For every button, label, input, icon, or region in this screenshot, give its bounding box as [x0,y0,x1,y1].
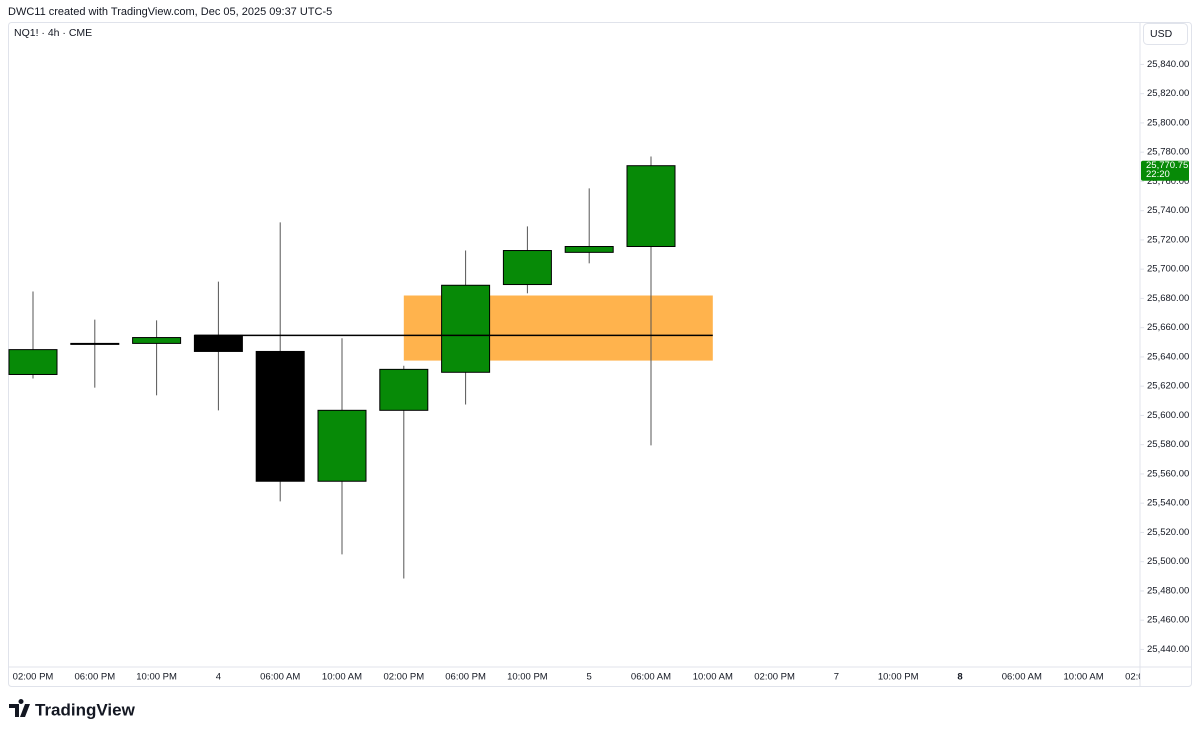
symbol-legend: NQ1! · 4h · CME [14,27,92,39]
currency-button[interactable] [1143,23,1188,45]
y-tick-label: 25,560.00 [1147,468,1189,479]
countdown-label: 22:20 [1146,169,1170,180]
candle-body [564,246,614,253]
y-tick-label: 25,620.00 [1147,381,1189,392]
y-tick-label: 25,740.00 [1147,205,1189,216]
y-tick-label: 25,800.00 [1147,117,1189,128]
y-tick-label: 25,760.00 [1147,176,1189,187]
last-price-tag [1141,160,1189,181]
x-tick-label: 06:00 PM [74,672,115,683]
x-tick-label: 02:00 PM [754,672,795,683]
x-tick-label: 06:00 AM [631,672,671,683]
candle-body [317,409,367,482]
x-tick-label: 02:00 PM [383,672,424,683]
x-tick-label: 06:00 AM [1002,672,1042,683]
candle-body [193,334,243,352]
y-tick-label: 25,640.00 [1147,351,1189,362]
y-tick-label: 25,700.00 [1147,264,1189,275]
x-tick-label: 10:00 PM [136,672,177,683]
y-tick-label: 25,600.00 [1147,410,1189,421]
x-tick-label: 7 [834,672,839,683]
x-tick-label: 10:00 AM [1064,672,1104,683]
currency-label[interactable]: USD [1150,28,1173,40]
x-tick-label: 4 [216,672,221,683]
logo-icon [9,698,30,717]
x-tick-label: 10:00 PM [507,672,548,683]
x-tick-label: 06:00 PM [445,672,486,683]
y-tick-label: 25,480.00 [1147,585,1189,596]
candle-body [255,350,305,482]
candle-body [8,349,58,375]
x-tick-label: 10:00 AM [322,672,362,683]
candle-body [379,368,429,411]
x-tick-label: 02:00 PM [13,672,54,683]
y-tick-label: 25,440.00 [1147,644,1189,655]
candle-body [626,165,676,248]
credit: DWC11 created with TradingView.com, Dec … [8,6,332,18]
y-tick-label: 25,580.00 [1147,439,1189,450]
y-tick-label: 25,680.00 [1147,293,1189,304]
y-tick-label: 25,660.00 [1147,322,1189,333]
y-tick-label: 25,720.00 [1147,234,1189,245]
y-tick-label: 25,540.00 [1147,498,1189,509]
x-tick-label: 02:00 PM [1125,672,1166,683]
candle-body [441,284,491,373]
y-tick-label: 25,520.00 [1147,527,1189,538]
x-tick-label: 10:00 AM [693,672,733,683]
y-tick-label: 25,460.00 [1147,615,1189,626]
x-tick-label: 5 [587,672,592,683]
last-price-label: 25,770.75 [1146,160,1188,171]
y-tick-label: 25,840.00 [1147,59,1189,70]
y-tick-label: 25,780.00 [1147,147,1189,158]
candle-body [502,250,552,286]
logo: TradingView [9,698,136,719]
logo-text: TradingView [35,700,136,719]
y-tick-label: 25,820.00 [1147,88,1189,99]
x-tick-label: 8 [957,672,962,683]
y-tick-label: 25,500.00 [1147,556,1189,567]
x-tick-label: 10:00 PM [878,672,919,683]
x-tick-label: 06:00 AM [260,672,300,683]
x-axis-labels: 02:00 PM 06:00 PM 10:00 PM 4 06:00 AM 10:00 A… [13,672,1166,683]
candle-body [132,337,182,344]
candle-body [70,342,120,345]
